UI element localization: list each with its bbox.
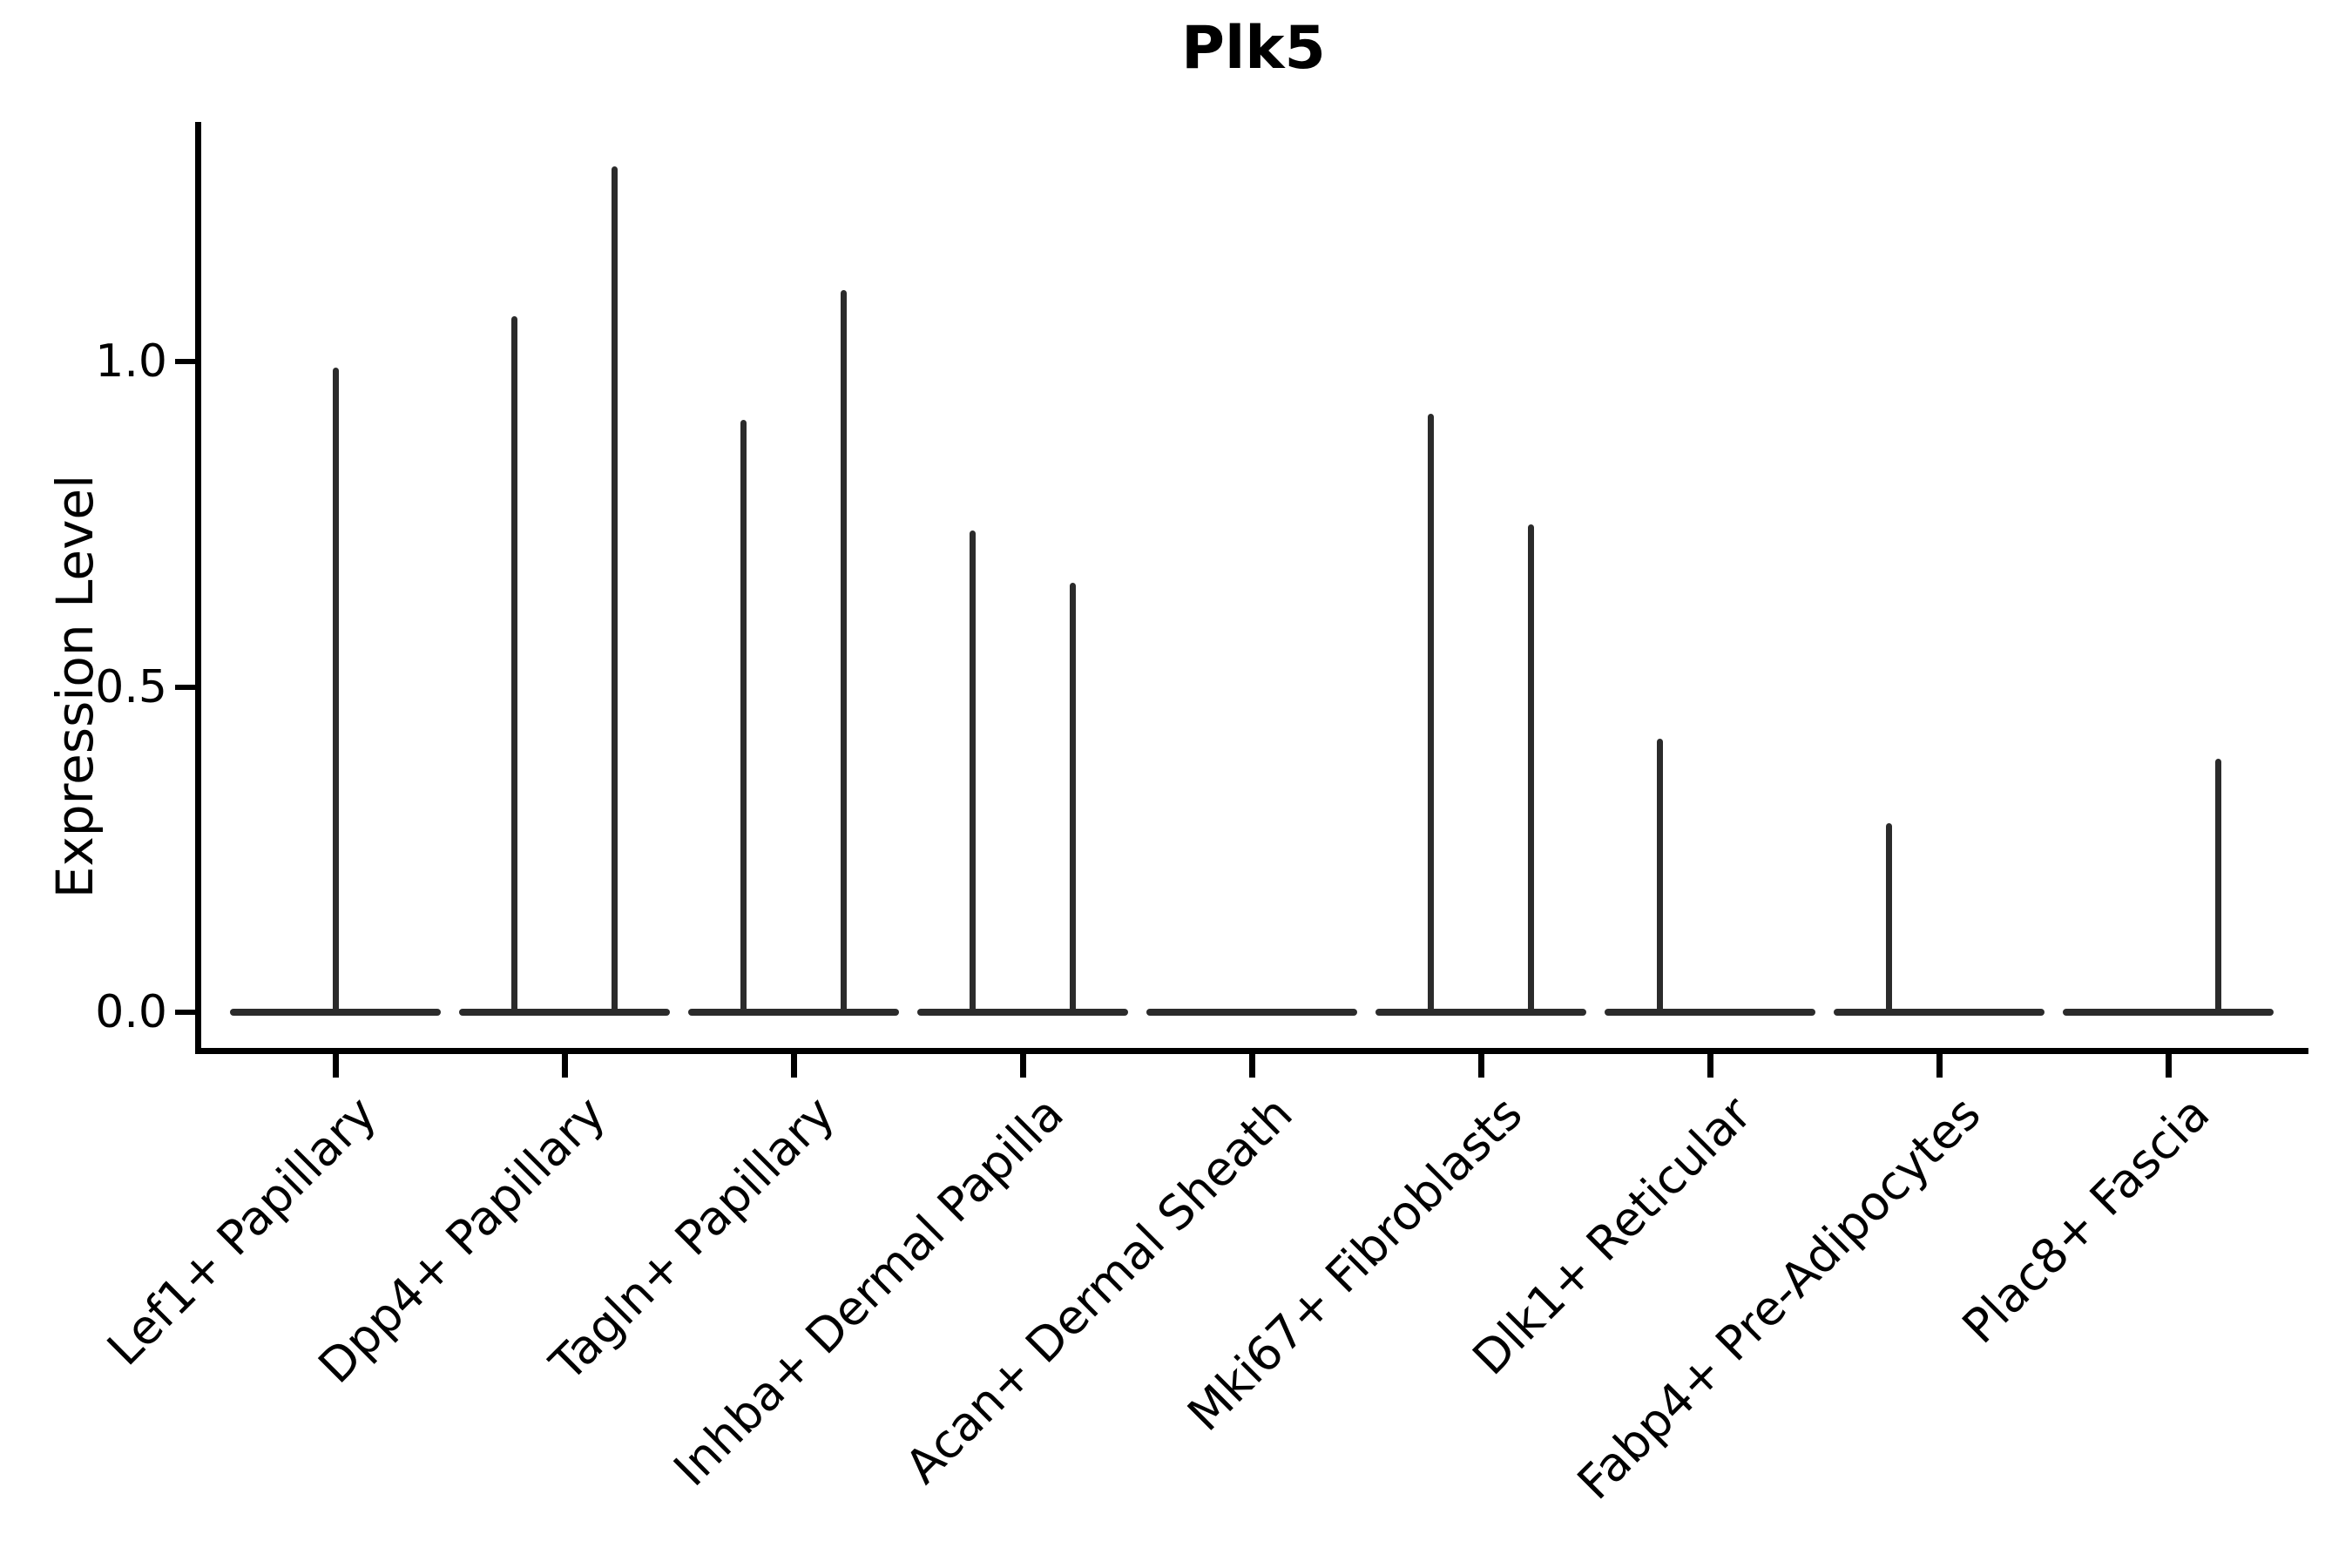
x-tick-label: Plac8+ Fascia — [1951, 1085, 2220, 1355]
x-tick-mark — [2166, 1054, 2172, 1078]
x-tick-mark — [1707, 1054, 1713, 1078]
violin-spike — [1885, 823, 1892, 1015]
chart-title: Plk5 — [1181, 14, 1326, 83]
x-tick-label: Inhba+ Dermal Papilla — [663, 1085, 1075, 1497]
x-tick-mark — [791, 1054, 797, 1078]
x-tick-mark — [1936, 1054, 1943, 1078]
y-tick-label: 1.0 — [95, 335, 167, 388]
y-tick-label: 0.5 — [95, 660, 167, 713]
x-axis-spine — [195, 1048, 2308, 1054]
y-tick-mark — [175, 1010, 196, 1015]
x-tick-mark — [1478, 1054, 1484, 1078]
violin-spike — [1528, 524, 1535, 1015]
x-tick-mark — [333, 1054, 339, 1078]
violin-spike — [612, 166, 618, 1015]
y-tick-mark — [175, 684, 196, 690]
x-tick-label: Acan+ Dermal Sheath — [895, 1085, 1304, 1495]
y-tick-label: 0.0 — [95, 986, 167, 1038]
violin-base — [1146, 1009, 1357, 1016]
violin-spike — [1656, 739, 1663, 1015]
violin-spike — [841, 289, 848, 1015]
violin-base — [2063, 1009, 2274, 1016]
violin-spike — [332, 368, 339, 1015]
violin-base — [917, 1009, 1128, 1016]
violin-spike — [1070, 582, 1077, 1015]
violin-spike — [510, 315, 517, 1015]
y-tick-mark — [175, 359, 196, 364]
violin-spike — [1427, 413, 1434, 1015]
y-axis-spine — [195, 122, 201, 1054]
violin-base — [688, 1009, 899, 1016]
violin-spike — [969, 531, 976, 1015]
violin-spike — [2215, 758, 2222, 1015]
violin-base — [1834, 1009, 2044, 1016]
x-tick-mark — [562, 1054, 568, 1078]
x-tick-label: Fabp4+ Pre-Adipocytes — [1566, 1085, 1991, 1511]
x-tick-mark — [1020, 1054, 1026, 1078]
violin-base — [1605, 1009, 1815, 1016]
violin-base — [459, 1009, 670, 1016]
violin-base — [1375, 1009, 1586, 1016]
x-tick-mark — [1249, 1054, 1255, 1078]
violin-spike — [740, 420, 747, 1015]
